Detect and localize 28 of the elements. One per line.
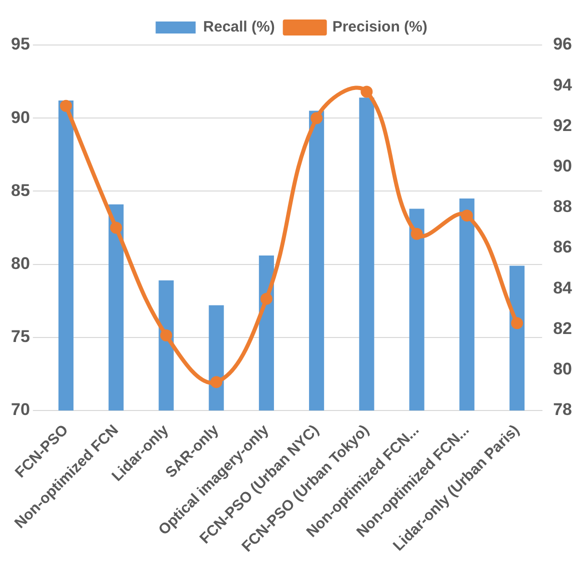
y2-tick-label: 96 — [553, 34, 572, 54]
y-tick-label: 95 — [10, 34, 30, 54]
y2-tick-label: 80 — [553, 360, 572, 379]
point — [160, 329, 172, 342]
legend-label: Precision (%) — [332, 18, 428, 36]
point — [410, 228, 423, 240]
y2-tick-label: 92 — [553, 116, 572, 135]
y2-tick-label: 84 — [553, 278, 573, 298]
y-tick-label: 90 — [10, 108, 30, 127]
y2-tick-label: 90 — [553, 156, 572, 176]
point — [210, 376, 222, 388]
y2-tick-label: 82 — [553, 318, 572, 338]
y2-tick-label: 94 — [553, 75, 573, 94]
y-tick-label: 85 — [10, 180, 30, 200]
point — [360, 86, 373, 98]
point — [260, 292, 272, 305]
y-tick-label: 80 — [10, 254, 30, 273]
point — [460, 210, 473, 222]
point — [511, 317, 524, 330]
point — [110, 222, 122, 234]
y2-tick-label: 88 — [553, 197, 572, 216]
point — [310, 112, 323, 124]
legend-label: Recall (%) — [203, 18, 275, 36]
y2-tick-label: 78 — [553, 400, 572, 420]
y-tick-label: 70 — [10, 400, 30, 420]
y2-tick-label: 86 — [553, 238, 572, 257]
y-tick-label: 75 — [10, 327, 30, 346]
point — [60, 100, 72, 112]
